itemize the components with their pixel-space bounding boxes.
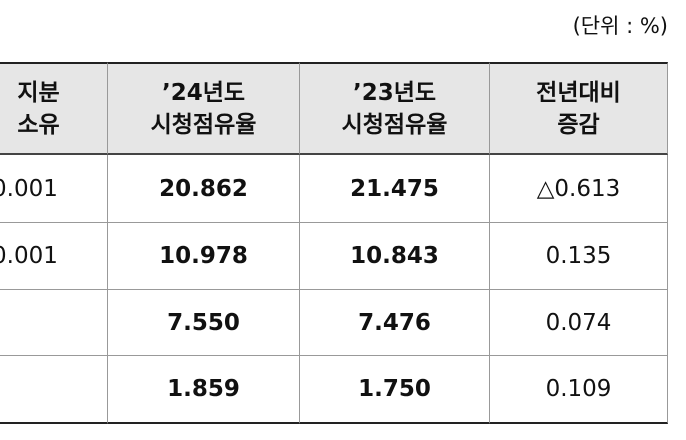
- table-cell: 1.859: [108, 356, 300, 424]
- table-cell: [0, 290, 108, 356]
- table-cell: 10.843: [300, 223, 490, 290]
- table-cell: △0.613: [490, 155, 668, 223]
- table-cell: 7.476: [300, 290, 490, 356]
- table-cell: 0.135: [490, 223, 668, 290]
- header-text: 지분: [17, 79, 60, 106]
- table-cell: 0.074: [490, 290, 668, 356]
- unit-note: (단위 : %): [572, 14, 668, 38]
- header-text: ’24년도: [161, 79, 246, 106]
- header-text: 전년대비: [536, 79, 621, 106]
- table-cell: 1.750: [300, 356, 490, 424]
- header-text: 증감: [557, 111, 600, 138]
- table-cell: 0.109: [490, 356, 668, 424]
- table-cell: [0, 356, 108, 424]
- table-cell: 0.001: [0, 155, 108, 223]
- table-cell: 21.475: [300, 155, 490, 223]
- header-text: 소유: [17, 111, 60, 138]
- header-text: 시청점유율: [150, 111, 257, 138]
- table-cell: 7.550: [108, 290, 300, 356]
- table-cell: 20.862: [108, 155, 300, 223]
- header-text: 시청점유율: [341, 111, 448, 138]
- header-text: ’23년도: [352, 79, 437, 106]
- table-cell: 10.978: [108, 223, 300, 290]
- table-cell: 0.001: [0, 223, 108, 290]
